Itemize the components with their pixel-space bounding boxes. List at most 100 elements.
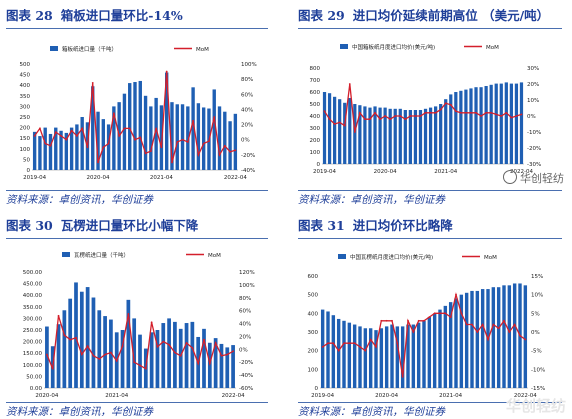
figure-title: 进口均价延续前期高位 （美元/吨）	[352, 8, 550, 23]
mom-point	[495, 113, 498, 116]
bar	[326, 311, 330, 388]
figure-title: 瓦楞进口量环比小幅下降	[60, 218, 199, 233]
bar	[219, 343, 224, 388]
bar	[390, 324, 394, 388]
bar	[347, 322, 352, 388]
bar	[120, 330, 125, 388]
mom-point	[337, 349, 340, 352]
bar	[384, 326, 389, 388]
y-tick-label: 350	[20, 94, 31, 100]
mom-point	[197, 362, 200, 365]
mom-point	[144, 152, 147, 155]
mom-point	[121, 345, 124, 348]
mom-point	[455, 293, 457, 296]
mom-point	[232, 350, 234, 353]
bar	[96, 111, 100, 170]
y-tick-label: 150	[20, 136, 31, 142]
mom-point	[358, 111, 361, 114]
legend-bar-label: 箱板纸进口量（千吨）	[62, 45, 117, 53]
mom-point	[197, 153, 200, 156]
y-tick-label: 400	[308, 311, 319, 317]
y-tick-label: 450.00	[23, 282, 43, 288]
mom-point	[218, 153, 221, 156]
y2-tick-label: 60%	[241, 92, 253, 98]
y2-tick-label: 100%	[239, 283, 255, 289]
mom-point	[500, 115, 503, 117]
mom-point	[70, 129, 73, 132]
bar	[165, 72, 169, 170]
bar	[217, 106, 222, 170]
mom-point	[118, 135, 121, 137]
bar	[97, 310, 102, 388]
y2-tick-label: -20%	[241, 153, 255, 159]
legend-bar-swatch	[340, 44, 348, 49]
mom-point	[503, 319, 505, 322]
source-divider	[298, 190, 562, 191]
source-note: 资料来源：卓创资讯，华创证券	[6, 194, 153, 206]
y2-tick-label: -30%	[527, 162, 541, 168]
mom-point	[343, 342, 345, 345]
bar	[438, 309, 442, 388]
legend-bar-label: 中国瓦楞纸月度进口均价(美元/吨)	[350, 253, 433, 261]
mom-point	[423, 319, 425, 322]
x-tick-label: 2022-04	[224, 175, 247, 181]
title-divider	[6, 238, 268, 239]
bar	[374, 330, 378, 388]
bar	[418, 110, 423, 164]
bar	[180, 104, 185, 170]
mom-point	[460, 312, 463, 315]
bar	[54, 127, 58, 170]
mom-point	[80, 353, 83, 356]
bar	[408, 110, 412, 164]
bar	[469, 88, 473, 164]
bar	[138, 334, 142, 388]
bar	[101, 119, 105, 170]
mom-point	[364, 118, 366, 121]
bar	[343, 102, 347, 164]
bar	[43, 127, 47, 170]
mom-point	[92, 354, 95, 357]
x-tick-label: 2021-04	[434, 169, 457, 175]
bar	[327, 93, 332, 164]
y-tick-label: 450	[20, 73, 31, 79]
title-divider	[6, 28, 268, 29]
bar	[427, 317, 432, 388]
bar	[464, 89, 468, 164]
legend-bar-label: 中国箱板纸月度进口均价(美元/吨)	[352, 43, 435, 51]
mom-point	[515, 115, 518, 117]
bar	[373, 106, 377, 164]
mom-point	[191, 347, 194, 349]
mom-point	[364, 349, 367, 352]
watermark-faint: 华创轻纺	[505, 397, 566, 415]
bar	[64, 132, 69, 170]
mom-point	[353, 131, 356, 133]
figure-number: 图表 31	[298, 218, 345, 233]
figure-number: 图表 29	[298, 8, 345, 23]
y2-tick-label: 0%	[527, 114, 536, 120]
panel-chart-29: 图表 29 进口均价延续前期高位 （美元/吨） 中国箱板纸月度进口均价(美元/吨)…	[298, 6, 562, 206]
y-tick-label: 700	[310, 78, 321, 84]
mom-point	[134, 138, 136, 141]
bar	[423, 108, 428, 164]
y2-tick-label: 120%	[239, 270, 255, 276]
y-tick-label: 400.00	[23, 293, 43, 299]
y2-tick-label: 10%	[527, 98, 539, 104]
bar	[434, 106, 438, 164]
legend-line-label: MoM	[484, 255, 497, 261]
mom-point	[226, 353, 229, 356]
bar	[388, 108, 392, 164]
y-tick-label: 600	[308, 274, 319, 280]
bar	[103, 316, 107, 388]
y2-tick-label: 40%	[239, 322, 251, 328]
bar	[149, 332, 154, 388]
watermark: 华创轻纺	[503, 170, 564, 186]
mom-point	[327, 342, 329, 345]
bar	[191, 87, 195, 170]
bar	[422, 320, 426, 388]
mom-point	[127, 312, 130, 315]
mom-point	[449, 103, 452, 106]
y2-tick-label: -10%	[527, 130, 541, 136]
mom-point	[396, 342, 399, 345]
bar	[454, 92, 458, 164]
y-tick-label: 250	[20, 115, 31, 121]
